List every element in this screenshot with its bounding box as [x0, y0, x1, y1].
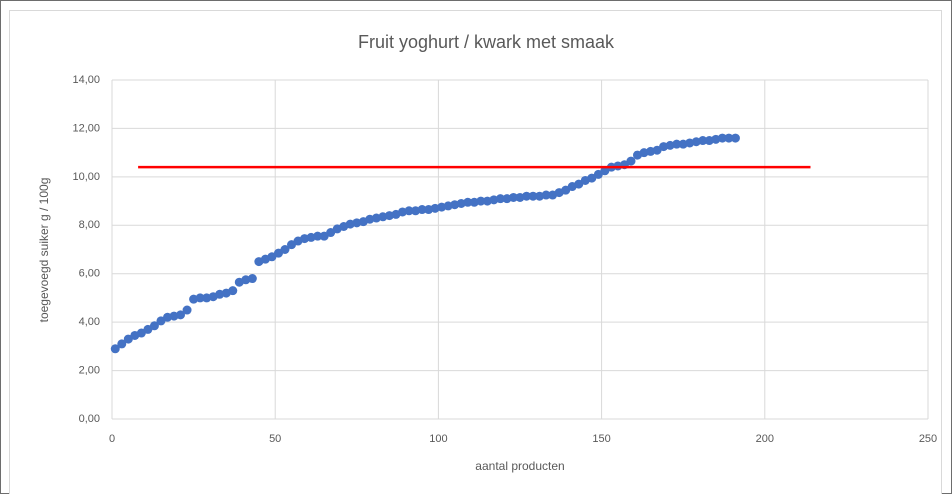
y-tick-label: 6,00	[79, 268, 100, 280]
y-tick-label: 4,00	[79, 316, 100, 328]
data-point	[117, 339, 127, 349]
x-tick-label: 50	[269, 433, 281, 445]
data-point	[528, 191, 538, 201]
x-tick-label: 0	[109, 433, 115, 445]
x-axis-label: aantal producten	[475, 459, 564, 473]
y-tick-label: 8,00	[79, 219, 100, 231]
data-point	[417, 205, 427, 215]
x-tick-label: 250	[919, 433, 937, 445]
y-tick-label: 10,00	[72, 171, 100, 183]
y-tick-label: 12,00	[72, 122, 100, 134]
y-tick-label: 2,00	[79, 364, 100, 376]
data-point	[149, 321, 159, 331]
data-point	[182, 305, 192, 315]
data-point	[717, 133, 727, 143]
data-point	[463, 197, 473, 207]
y-tick-label: 0,00	[79, 413, 100, 425]
y-axis-label: toegevoegd suiker g / 100g	[37, 178, 51, 323]
data-point	[626, 156, 636, 166]
data-point	[110, 344, 120, 354]
data-point	[313, 231, 323, 241]
data-point	[476, 196, 486, 206]
chart-area	[9, 10, 942, 494]
data-point	[672, 139, 682, 149]
x-tick-label: 100	[429, 433, 447, 445]
data-point	[495, 194, 505, 204]
data-point	[247, 274, 257, 284]
data-point	[280, 245, 290, 254]
y-tick-label: 14,00	[72, 74, 100, 86]
data-point	[724, 133, 734, 143]
chart-title: Fruit yoghurt / kwark met smaak	[358, 32, 615, 52]
data-point	[195, 293, 205, 303]
x-tick-label: 150	[592, 433, 610, 445]
x-tick-label: 200	[756, 433, 774, 445]
data-point	[541, 190, 551, 200]
data-point	[176, 310, 186, 320]
data-point	[522, 191, 532, 201]
data-point	[228, 286, 238, 296]
data-point	[730, 133, 740, 143]
data-point	[698, 136, 708, 146]
data-point	[404, 206, 414, 216]
data-point	[508, 192, 518, 202]
